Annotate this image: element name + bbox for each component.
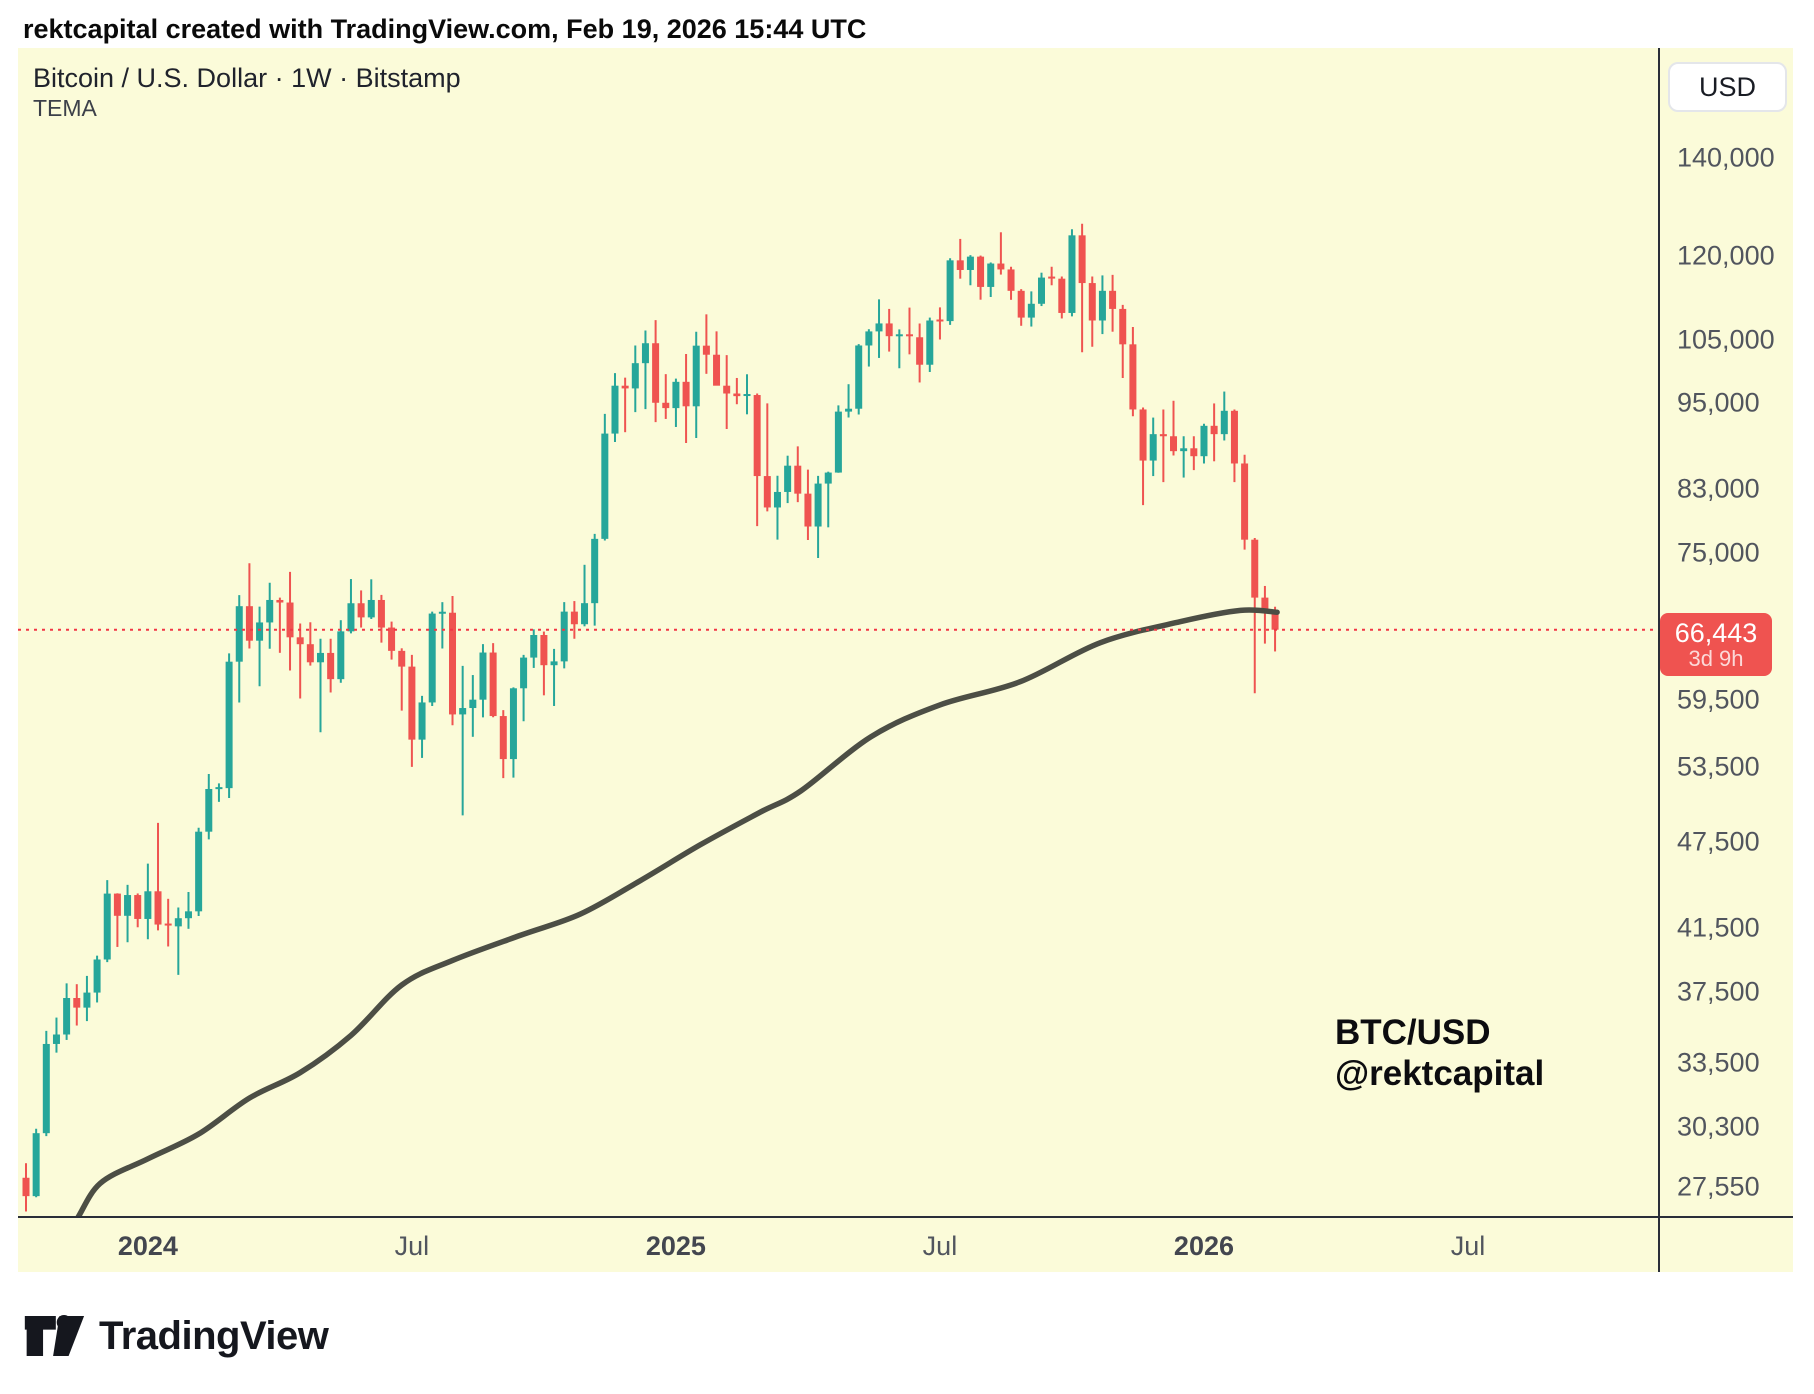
time-tick-label: Jul xyxy=(1450,1231,1486,1261)
time-tick-label: Jul xyxy=(394,1231,430,1261)
indicator-label-tema[interactable]: TEMA xyxy=(33,95,97,121)
price-tick-label: 33,500 xyxy=(1677,1047,1760,1078)
tradingview-logo-icon xyxy=(24,1315,85,1357)
tema-line-layer xyxy=(75,607,1280,1217)
price-tick-label: 53,500 xyxy=(1677,751,1760,782)
tradingview-logo-text: TradingView xyxy=(99,1313,329,1358)
price-tick-label: 75,000 xyxy=(1677,537,1760,568)
attribution-bar-text: rektcapital created with TradingView.com… xyxy=(23,14,867,44)
time-tick-label: 2026 xyxy=(1173,1231,1235,1261)
candles-layer xyxy=(22,223,1279,1212)
price-tick-label: 47,500 xyxy=(1677,826,1760,857)
footer-branding: TradingView xyxy=(23,1310,329,1362)
price-tick-label: 41,500 xyxy=(1677,912,1760,943)
price-tick-label: 37,500 xyxy=(1677,976,1760,1007)
time-tick-label: 2025 xyxy=(645,1231,706,1261)
candle-countdown: 3d 9h xyxy=(1688,646,1744,672)
last-price-badge: 66,443 3d 9h xyxy=(1660,613,1772,676)
currency-toggle-button[interactable]: USD xyxy=(1668,62,1787,112)
author-watermark: BTC/USD @rektcapital xyxy=(1335,1012,1544,1094)
price-tick-label: 95,000 xyxy=(1677,387,1760,418)
last-price-value: 66,443 xyxy=(1674,617,1758,648)
price-tick-label: 120,000 xyxy=(1677,240,1775,271)
time-tick-label: 2024 xyxy=(117,1231,178,1261)
price-tick-label: 27,550 xyxy=(1677,1171,1760,1202)
price-tick-label: 59,500 xyxy=(1677,684,1760,715)
price-tick-label: 140,000 xyxy=(1677,142,1775,173)
watermark-symbol: BTC/USD xyxy=(1335,1013,1491,1052)
price-tick-label: 30,300 xyxy=(1677,1111,1760,1142)
time-tick-label: Jul xyxy=(922,1231,958,1261)
watermark-handle: @rektcapital xyxy=(1335,1054,1545,1093)
price-tick-label: 105,000 xyxy=(1677,324,1775,355)
price-tick-label: 83,000 xyxy=(1677,473,1760,504)
symbol-title[interactable]: Bitcoin / U.S. Dollar · 1W · Bitstamp xyxy=(33,63,461,93)
